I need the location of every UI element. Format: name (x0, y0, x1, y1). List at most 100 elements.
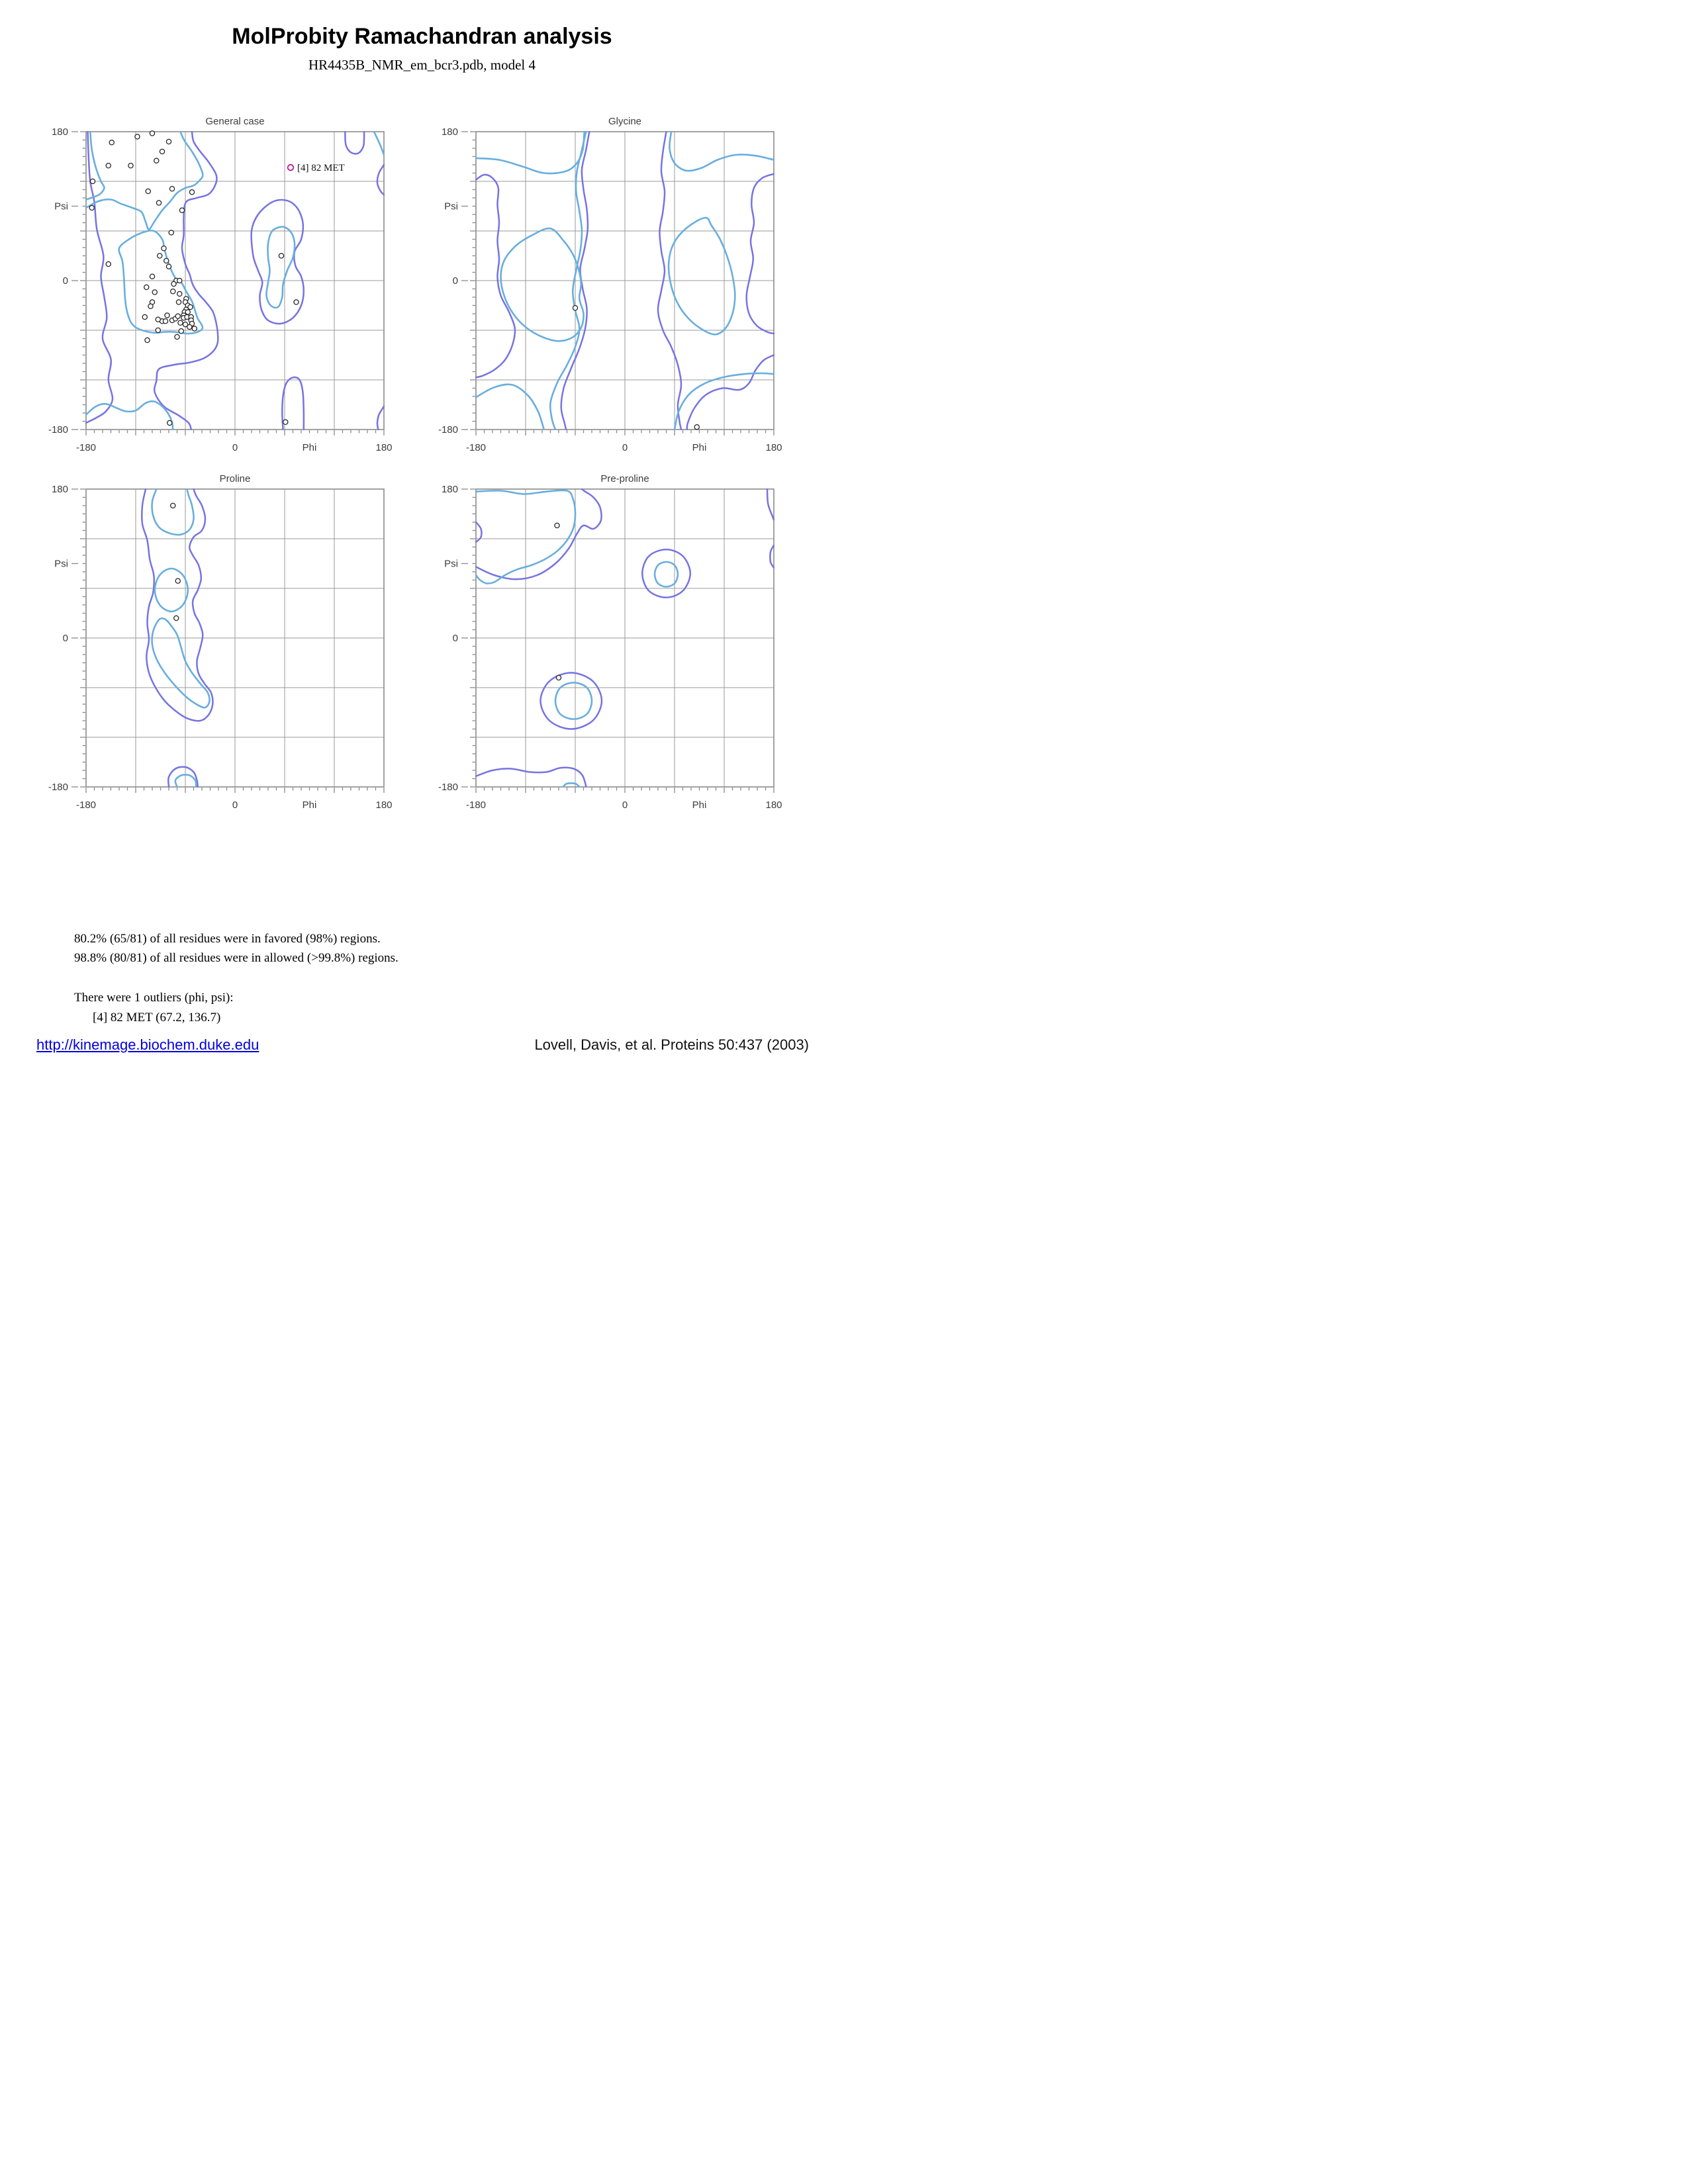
x-tick-label: -180 (466, 442, 486, 453)
contour-favored (85, 131, 105, 201)
data-point (163, 257, 169, 264)
y-tick-label: -180 (438, 424, 458, 435)
contour-allowed (686, 354, 774, 430)
contour-allowed (376, 163, 385, 196)
y-tick-label: 180 (52, 484, 68, 495)
y-tick-label: -180 (48, 782, 68, 793)
plot-frame (475, 488, 774, 788)
x-tick-label: 0 (622, 442, 628, 453)
contour-allowed (167, 766, 199, 788)
data-point (109, 140, 115, 146)
data-point (144, 337, 150, 343)
contour-allowed (344, 131, 365, 155)
contour-favored (562, 782, 581, 788)
plot-title: Pre-proline (600, 473, 649, 484)
page: MolProbity Ramachandran analysis HR4435B… (0, 0, 844, 1092)
data-point (176, 291, 183, 297)
y-tick-label: 0 (453, 275, 458, 287)
contour-favored (475, 131, 586, 175)
contour-favored (549, 131, 587, 430)
contour-favored (667, 216, 736, 336)
contour-allowed (281, 376, 305, 430)
plot-general-case: General case 180 Psi 0 -180 -180 0 Phi 180 [4] 82… (48, 116, 393, 453)
contour-allowed (641, 549, 692, 599)
plot-frame (475, 131, 774, 430)
contour-favored (85, 400, 174, 430)
contour-favored (554, 682, 593, 720)
x-tick-label: -180 (76, 442, 96, 453)
kinemage-link[interactable]: http://kinemage.biochem.duke.edu (36, 1036, 259, 1053)
x-tick-label: 0 (232, 442, 238, 453)
data-point (282, 419, 289, 425)
contour-layer (475, 488, 774, 788)
plot-title: Proline (220, 473, 251, 484)
y-tick-label: Psi (54, 201, 68, 212)
page-subtitle: HR4435B_NMR_em_bcr3.pdb, model 4 (308, 57, 536, 73)
plot-title: General case (205, 116, 264, 127)
data-point (159, 148, 165, 155)
data-point (166, 420, 173, 426)
y-tick-label: Psi (54, 559, 68, 570)
contour-allowed (745, 173, 774, 335)
data-point (142, 314, 148, 320)
data-point (179, 207, 185, 213)
data-point (176, 277, 183, 284)
x-tick-label: 0 (622, 799, 628, 811)
contour-allowed (85, 131, 114, 424)
contour-allowed (376, 405, 385, 430)
x-tick-label: 180 (375, 799, 392, 811)
data-point (555, 674, 562, 681)
plot-glycine: Glycine 180 Psi 0 -180 -180 0 Phi 180 (438, 116, 782, 453)
data-point (155, 327, 161, 334)
contour-allowed (153, 131, 219, 430)
y-tick-label: 0 (63, 275, 68, 287)
y-tick-label: Psi (444, 201, 458, 212)
contour-favored (475, 489, 577, 584)
data-point (152, 289, 158, 295)
contour-favored (118, 230, 204, 335)
data-point (148, 303, 154, 309)
outlier-point (287, 163, 295, 171)
data-point (554, 522, 560, 529)
stat-favored: 80.2% (65/81) of all residues were in fa… (74, 932, 381, 946)
data-point (293, 299, 299, 305)
contour-layer (141, 488, 214, 788)
data-point (105, 163, 112, 169)
contour-allowed (657, 131, 682, 430)
contour-layer (475, 131, 774, 430)
data-point (128, 163, 134, 169)
x-tick-label: -180 (466, 799, 486, 811)
data-point (164, 312, 170, 318)
outlier-item: [4] 82 MET (67.2, 136.7) (93, 1011, 221, 1024)
data-point (168, 230, 174, 236)
data-point (169, 186, 175, 192)
y-tick-label: Psi (444, 559, 458, 570)
contour-favored (653, 561, 679, 588)
plot-pre-proline: Pre-proline 180 Psi 0 -180 -180 0 Phi 180 (438, 473, 782, 811)
page-title: MolProbity Ramachandran analysis (232, 24, 612, 49)
y-tick-label: 0 (453, 633, 458, 644)
data-point (145, 188, 151, 195)
contour-allowed (250, 199, 305, 325)
outlier-header: There were 1 outliers (phi, psi): (74, 991, 234, 1005)
data-point (165, 138, 172, 145)
data-point (171, 281, 177, 287)
contour-allowed (769, 544, 774, 569)
y-tick-label: -180 (48, 424, 68, 435)
data-point (175, 578, 181, 584)
x-tick-label: 180 (765, 442, 782, 453)
contour-allowed (141, 488, 214, 722)
data-point (174, 334, 180, 340)
data-point (189, 189, 195, 195)
data-point (173, 615, 179, 621)
data-point (175, 299, 182, 305)
data-point (186, 324, 193, 330)
x-tick-label: 180 (765, 799, 782, 811)
contour-favored (373, 131, 385, 156)
data-point (105, 261, 112, 267)
data-point (153, 158, 160, 164)
data-point (182, 321, 189, 328)
contour-allowed (475, 488, 602, 580)
data-point (694, 424, 700, 430)
data-point (177, 320, 183, 326)
